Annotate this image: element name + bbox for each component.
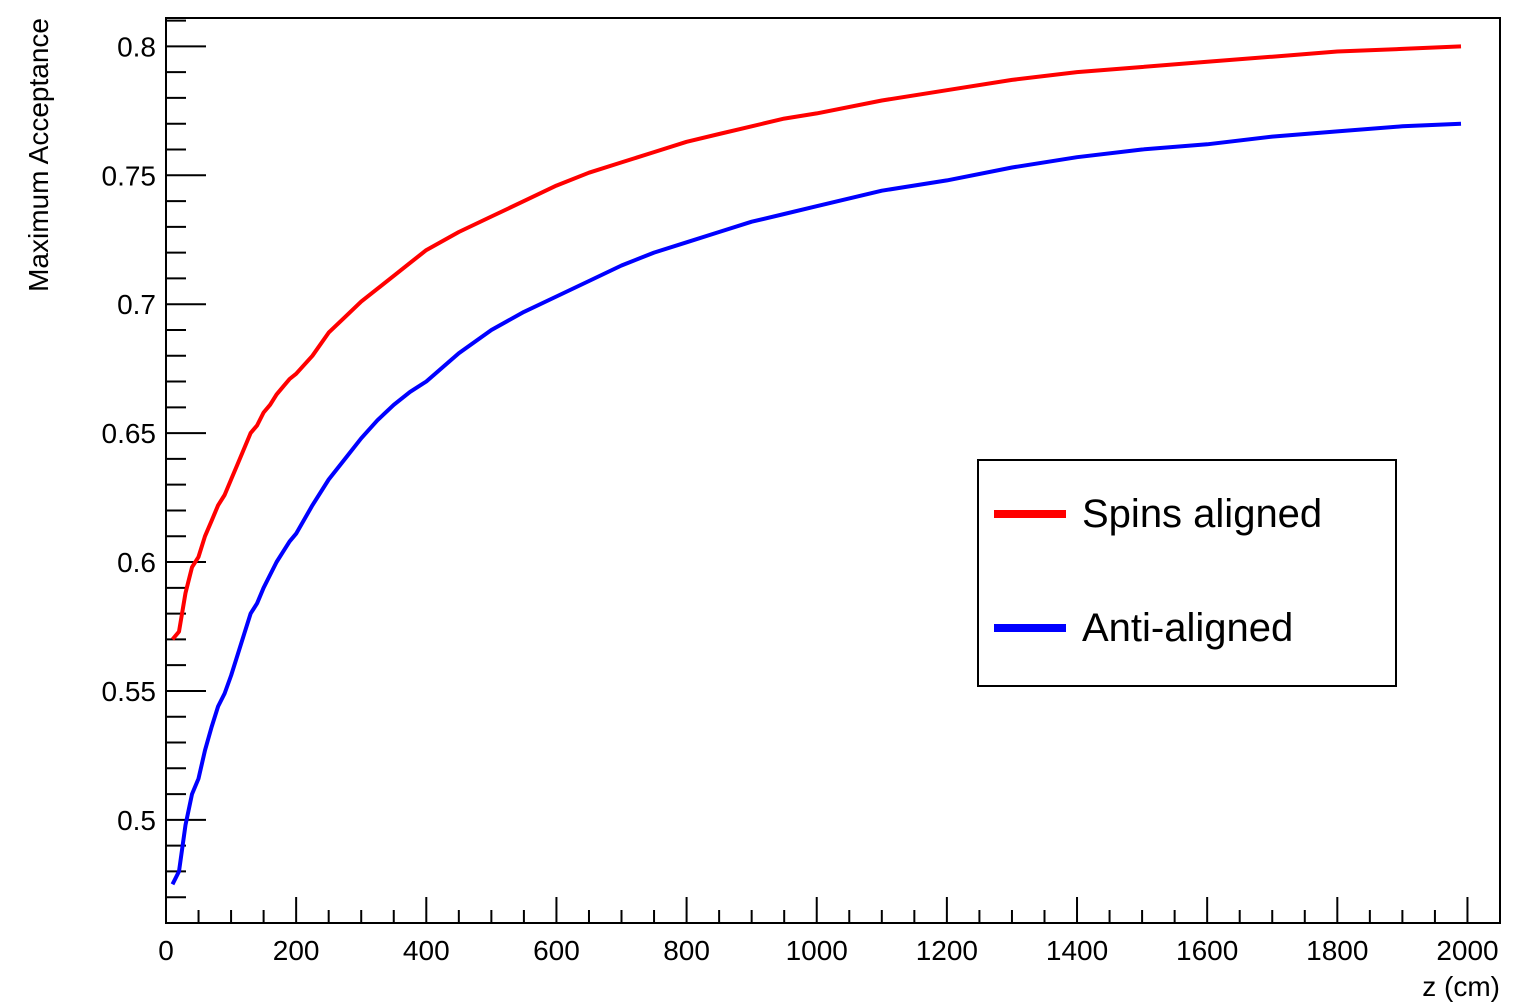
legend-label-anti-aligned: Anti-aligned — [1082, 606, 1293, 650]
y-tick-label: 0.5 — [117, 805, 156, 836]
y-tick-label: 0.55 — [102, 676, 157, 707]
plot-frame — [165, 17, 1501, 924]
y-tick-label: 0.6 — [117, 547, 156, 578]
x-tick-label: 1800 — [1306, 935, 1368, 966]
x-tick-label: 0 — [158, 935, 174, 966]
y-tick-label: 0.75 — [102, 160, 157, 191]
legend-label-spins-aligned: Spins aligned — [1082, 492, 1322, 536]
y-tick-label: 0.65 — [102, 418, 157, 449]
series-line-spins-aligned — [170, 44, 1462, 641]
legend-box — [977, 459, 1397, 687]
x-tick-label: 400 — [403, 935, 450, 966]
x-tick-label: 1000 — [786, 935, 848, 966]
x-axis-title: z (cm) — [1422, 971, 1500, 1002]
x-tick-label: 1400 — [1046, 935, 1108, 966]
x-tick-label: 800 — [663, 935, 710, 966]
x-tick-label: 600 — [533, 935, 580, 966]
legend: Spins aligned Anti-aligned — [977, 459, 1397, 687]
series-line-anti-aligned — [170, 121, 1462, 886]
y-tick-label: 0.8 — [117, 31, 156, 62]
x-tick-label: 1200 — [916, 935, 978, 966]
y-axis-title: Maximum Acceptance — [23, 18, 54, 292]
x-tick-label: 2000 — [1436, 935, 1498, 966]
x-tick-label: 200 — [273, 935, 320, 966]
y-tick-label: 0.7 — [117, 289, 156, 320]
x-tick-label: 1600 — [1176, 935, 1238, 966]
